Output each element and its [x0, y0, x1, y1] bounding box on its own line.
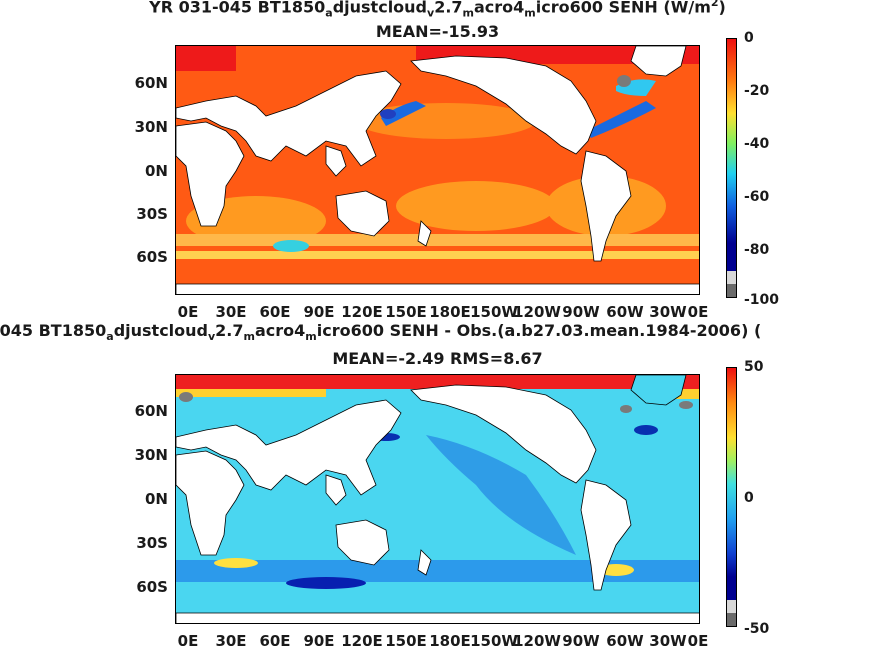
panel2-colorbar-gradient — [727, 368, 736, 626]
field-patch — [176, 251, 699, 259]
y-tick-label: 60S — [136, 248, 168, 266]
y-tick-label: 60N — [134, 74, 168, 92]
x-tick-label: 150E — [385, 303, 427, 321]
panel1-colorbar-gradient — [727, 39, 736, 297]
x-tick-label: 90E — [303, 303, 335, 321]
x-tick-label: 60W — [606, 303, 644, 321]
x-tick-label: 150W — [470, 632, 518, 650]
panel1-map-svg — [176, 46, 699, 294]
colorbar-tick: -50 — [744, 621, 770, 637]
x-tick-label: 30E — [215, 632, 247, 650]
field-patch — [634, 425, 658, 435]
x-tick-label: 30W — [649, 632, 687, 650]
x-tick-label: 60E — [259, 632, 291, 650]
y-tick-label: 30N — [134, 446, 168, 464]
x-tick-label: 150E — [385, 632, 427, 650]
field-patch — [214, 558, 258, 568]
y-tick-label: 0N — [145, 162, 168, 180]
missing-patch — [620, 405, 632, 413]
field-patch — [176, 234, 699, 246]
field-patch — [176, 389, 326, 397]
x-tick-label: 180E — [429, 303, 471, 321]
panel1-x-axis: 0E 30E 60E 90E 120E 150E 180E 150W 120W … — [160, 303, 720, 323]
y-tick-label: 0N — [145, 490, 168, 508]
colorbar-tick: 0 — [744, 490, 754, 506]
x-tick-label: 90W — [562, 632, 600, 650]
field-patch — [176, 560, 699, 582]
x-tick-label: 120E — [341, 632, 383, 650]
x-tick-label: 120W — [513, 632, 561, 650]
colorbar-tick: -40 — [744, 136, 770, 152]
x-tick-label: 60W — [606, 632, 644, 650]
panel1-title: YR 031-045 BT1850adjustcloudv2.7macro4mi… — [149, 0, 726, 20]
x-tick-label: 60E — [259, 303, 291, 321]
missing-patch — [679, 401, 693, 409]
field-patch — [586, 101, 656, 138]
land — [176, 375, 699, 623]
x-tick-label: 0E — [177, 303, 199, 321]
y-tick-label: 60N — [134, 402, 168, 420]
x-tick-label: 0E — [687, 303, 709, 321]
panel2-colorbar — [726, 367, 737, 627]
x-tick-label: 0E — [687, 632, 709, 650]
colorbar-tick: -100 — [744, 292, 780, 308]
panel1-map — [175, 45, 700, 295]
land — [176, 46, 699, 294]
y-tick-label: 60S — [136, 578, 168, 596]
field-patch — [273, 240, 309, 252]
x-tick-label: 30E — [215, 303, 247, 321]
x-tick-label: 120W — [513, 303, 561, 321]
field-patch — [176, 46, 236, 71]
field-patch — [380, 109, 396, 119]
colorbar-tick: -80 — [744, 242, 770, 258]
colorbar-tick: -60 — [744, 189, 770, 205]
panel2-x-axis: 0E 30E 60E 90E 120E 150E 180E 150W 120W … — [160, 632, 720, 652]
field-patch — [426, 435, 576, 555]
colorbar-tick: 0 — [744, 30, 754, 46]
x-tick-label: 150W — [470, 303, 518, 321]
x-tick-label: 90E — [303, 632, 335, 650]
x-tick-label: 120E — [341, 303, 383, 321]
colorbar-tick: 50 — [744, 359, 764, 375]
panel2-map — [175, 374, 700, 624]
field-patch — [176, 375, 699, 389]
missing-patch — [617, 75, 631, 87]
panel1-colorbar — [726, 38, 737, 298]
panel1-subtitle: MEAN=-15.93 — [375, 22, 500, 41]
x-tick-label: 180E — [429, 632, 471, 650]
y-tick-label: 30N — [134, 118, 168, 136]
missing-patch — [179, 392, 193, 402]
panel2-subtitle: MEAN=-2.49 RMS=8.67 — [332, 349, 543, 368]
y-tick-label: 30S — [136, 534, 168, 552]
x-tick-label: 90W — [562, 303, 600, 321]
field-patch — [286, 577, 366, 589]
x-tick-label: 30W — [649, 303, 687, 321]
x-tick-label: 0E — [177, 632, 199, 650]
colorbar-tick: -20 — [744, 83, 770, 99]
field-patch — [396, 181, 556, 231]
y-tick-label: 30S — [136, 205, 168, 223]
panel2-map-svg — [176, 375, 699, 623]
field-patch — [381, 101, 426, 126]
panel2-title: -045 BT1850adjustcloudv2.7macro4micro600… — [0, 321, 762, 344]
